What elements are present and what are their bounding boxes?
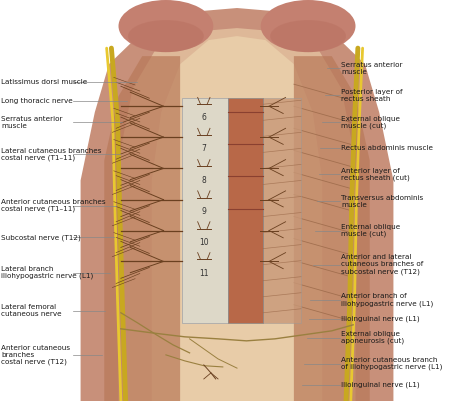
Text: Anterior branch of
iliohypogastric nerve (L1): Anterior branch of iliohypogastric nerve… <box>341 293 434 307</box>
Text: Ilioinguinal nerve (L1): Ilioinguinal nerve (L1) <box>341 382 420 388</box>
Text: 6: 6 <box>201 113 206 122</box>
Text: Serratus anterior
muscle: Serratus anterior muscle <box>1 116 63 129</box>
Bar <box>263 98 301 323</box>
Ellipse shape <box>270 20 346 52</box>
Ellipse shape <box>261 0 356 52</box>
Text: External oblique
muscle (cut): External oblique muscle (cut) <box>341 115 400 129</box>
Text: External oblique
aponeurosis (cut): External oblique aponeurosis (cut) <box>341 331 404 344</box>
Text: Lateral femoral
cutaneous nerve: Lateral femoral cutaneous nerve <box>1 304 62 317</box>
Text: Ilioinguinal nerve (L1): Ilioinguinal nerve (L1) <box>341 316 420 322</box>
Polygon shape <box>104 56 180 401</box>
Text: 8: 8 <box>201 176 206 184</box>
Text: Long thoracic nerve: Long thoracic nerve <box>1 98 73 104</box>
Polygon shape <box>118 28 356 401</box>
Text: Serratus anterior
muscle: Serratus anterior muscle <box>341 62 403 75</box>
Bar <box>228 98 263 323</box>
Polygon shape <box>294 56 370 401</box>
Text: Latissimus dorsi muscle: Latissimus dorsi muscle <box>1 79 87 85</box>
Bar <box>182 98 228 323</box>
Text: Anterior cutaneous
branches
costal nerve (T12): Anterior cutaneous branches costal nerve… <box>1 344 70 365</box>
Text: 11: 11 <box>199 269 209 277</box>
Text: 7: 7 <box>201 144 206 153</box>
Polygon shape <box>152 36 322 401</box>
Text: Lateral cutaneous branches
costal nerve (T1–11): Lateral cutaneous branches costal nerve … <box>1 148 101 161</box>
Text: 10: 10 <box>199 238 209 247</box>
Text: Rectus abdominis muscle: Rectus abdominis muscle <box>341 146 433 151</box>
Text: Transversus abdominis
muscle: Transversus abdominis muscle <box>341 195 424 208</box>
Text: Lateral branch
iliohypogastric nerve (L1): Lateral branch iliohypogastric nerve (L1… <box>1 266 93 279</box>
Text: Anterior cutaneous branch
of iliohypogastric nerve (L1): Anterior cutaneous branch of iliohypogas… <box>341 357 443 371</box>
Text: Anterior and lateral
cutaneous branches of
subcostal nerve (T12): Anterior and lateral cutaneous branches … <box>341 254 424 275</box>
Text: Enternal oblique
muscle (cut): Enternal oblique muscle (cut) <box>341 224 401 237</box>
Ellipse shape <box>118 0 213 52</box>
Polygon shape <box>81 8 393 401</box>
Text: 9: 9 <box>201 207 206 216</box>
Text: Anterior cutaneous branches
costal nerve (T1–11): Anterior cutaneous branches costal nerve… <box>1 199 106 213</box>
Text: Subcostal nerve (T12): Subcostal nerve (T12) <box>1 234 81 241</box>
Text: Anterior layer of
rectus sheath (cut): Anterior layer of rectus sheath (cut) <box>341 168 410 181</box>
Ellipse shape <box>128 20 204 52</box>
Text: Posterior layer of
rectus sheath: Posterior layer of rectus sheath <box>341 89 403 102</box>
